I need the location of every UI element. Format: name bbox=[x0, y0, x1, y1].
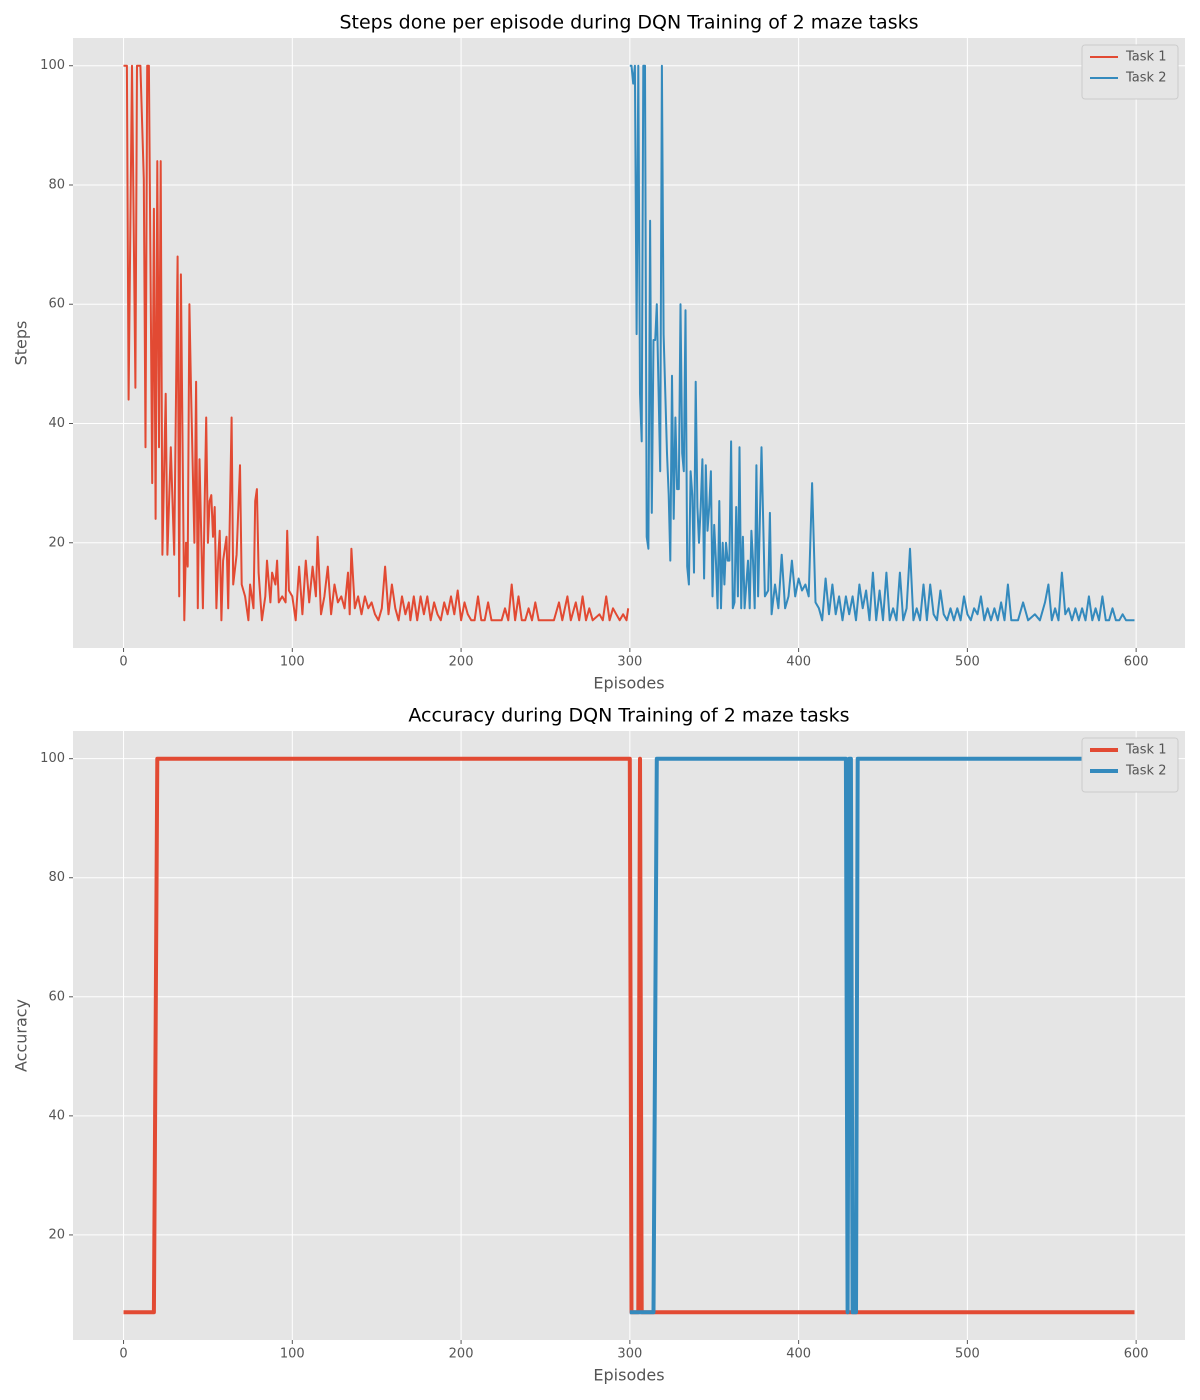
y-tick-label: 100 bbox=[40, 58, 65, 73]
y-tick-label: 80 bbox=[48, 870, 65, 885]
x-axis-label: Episodes bbox=[593, 1366, 664, 1385]
data-line bbox=[123, 64, 630, 622]
y-axis-label: Steps bbox=[12, 321, 31, 366]
chart-title: Accuracy during DQN Training of 2 maze t… bbox=[408, 705, 849, 727]
legend-label: Task 1 bbox=[1125, 743, 1166, 758]
x-tick-label: 500 bbox=[955, 1347, 980, 1362]
x-tick-label: 500 bbox=[955, 655, 980, 670]
y-tick-label: 20 bbox=[48, 1227, 65, 1242]
x-tick-label: 600 bbox=[1124, 655, 1149, 670]
x-tick-label: 200 bbox=[449, 655, 474, 670]
legend-label: Task 2 bbox=[1125, 71, 1166, 86]
x-tick-label: 0 bbox=[119, 655, 127, 670]
y-tick-label: 80 bbox=[48, 177, 65, 192]
data-line bbox=[123, 756, 1135, 1315]
x-tick-label: 300 bbox=[617, 655, 642, 670]
y-tick-label: 20 bbox=[48, 535, 65, 550]
y-axis-label: Accuracy bbox=[12, 999, 31, 1072]
x-tick-label: 400 bbox=[786, 655, 811, 670]
data-line bbox=[629, 756, 1135, 1315]
x-axis-label: Episodes bbox=[593, 674, 664, 693]
legend-label: Task 1 bbox=[1125, 50, 1166, 65]
legend-label: Task 2 bbox=[1125, 764, 1166, 779]
x-tick-label: 0 bbox=[119, 1347, 127, 1362]
x-tick-label: 300 bbox=[617, 1347, 642, 1362]
y-tick-label: 40 bbox=[48, 416, 65, 431]
y-tick-label: 60 bbox=[48, 297, 65, 312]
data-line bbox=[629, 64, 1135, 622]
x-tick-label: 400 bbox=[786, 1347, 811, 1362]
y-tick-label: 100 bbox=[40, 751, 65, 766]
chart-title: Steps done per episode during DQN Traini… bbox=[339, 12, 918, 34]
x-tick-label: 100 bbox=[280, 655, 305, 670]
legend-box bbox=[1081, 44, 1179, 100]
x-tick-label: 200 bbox=[449, 1347, 474, 1362]
y-tick-label: 60 bbox=[48, 989, 65, 1004]
x-tick-label: 100 bbox=[280, 1347, 305, 1362]
y-tick-label: 40 bbox=[48, 1108, 65, 1123]
plot-area bbox=[73, 38, 1185, 648]
x-tick-label: 600 bbox=[1124, 1347, 1149, 1362]
